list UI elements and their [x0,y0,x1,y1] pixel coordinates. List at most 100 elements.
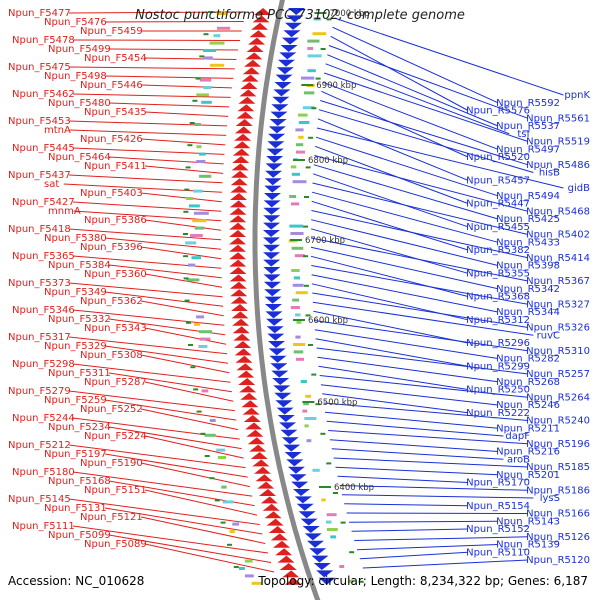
outer-tick [200,432,206,435]
reverse-callout-line [68,390,235,412]
feature-stripe [239,567,245,570]
forward-callout-line [320,100,529,166]
feature-stripe [216,448,226,452]
reverse-gene-label: Npun_F5454 [84,53,147,64]
reverse-gene-label: Npun_F5343 [84,323,147,334]
feature-stripe [245,574,254,578]
forward-gene-arrow [264,185,282,193]
forward-callout-line [318,365,469,390]
forward-gene-label: Npun_R5457 [466,175,530,186]
reverse-gene-arrow [229,222,247,230]
inner-tick [308,344,313,346]
forward-gene-arrow [270,363,288,371]
forward-gene-arrow [309,548,327,556]
feature-stripe [190,234,203,237]
reverse-gene-arrow [231,304,248,311]
feature-stripe [294,254,305,258]
forward-gene-arrow [298,511,316,519]
feature-stripe [326,520,332,524]
reverse-callout-line [72,201,222,212]
reverse-gene-label: Npun_F5373 [8,278,71,289]
map-title: Nostoc punctiforme PCC 73102, complete g… [135,8,465,23]
forward-gene-label: Npun_R5222 [466,408,530,419]
reverse-gene-label: Npun_F5477 [8,8,71,19]
forward-gene-arrow [266,326,284,334]
reverse-gene-label: Npun_F5462 [12,89,75,100]
reverse-gene-arrow [235,119,253,126]
feature-stripe [186,278,200,282]
reverse-gene-arrow [234,341,251,348]
reverse-gene-arrow [260,496,278,504]
inner-tick [340,521,346,524]
forward-callout-line [344,503,469,507]
forward-gene-arrow [282,37,299,45]
outer-tick [190,366,196,369]
reverse-gene-label: Npun_F5498 [44,71,107,82]
reverse-gene-arrow [229,215,247,223]
reverse-callout-line [104,291,224,307]
feature-stripe [201,389,209,393]
reverse-gene-label: Npun_F5121 [80,512,143,523]
forward-gene-arrow [274,392,292,400]
forward-gene-arrow [263,237,280,245]
reverse-gene-label: Npun_F5332 [48,314,111,325]
forward-gene-arrow [287,466,305,474]
reverse-callout-line [108,534,272,563]
feature-stripe [298,121,310,124]
reverse-callout-line [144,273,223,288]
outer-tick [208,11,214,13]
forward-gene-label: Npun_R5519 [526,137,590,148]
outer-tick [188,344,193,346]
feature-stripe [303,91,315,95]
forward-callout-line [311,265,529,305]
reverse-gene-arrow [229,244,246,252]
forward-gene-label: Npun_R5166 [526,509,590,520]
reverse-gene-arrow [229,230,246,237]
forward-gene-arrow [268,126,286,134]
feature-stripe [192,219,207,223]
forward-gene-label: Npun_R5382 [466,245,530,256]
reverse-gene-label: Npun_F5329 [44,341,107,352]
inner-tick [305,314,311,317]
reverse-gene-label: Npun_F5308 [80,350,143,361]
reverse-gene-arrow [282,570,300,578]
reverse-gene-arrow [244,59,261,67]
reverse-gene-label: Npun_F5396 [80,242,143,253]
reverse-gene-arrow [232,318,250,326]
feature-stripe [290,232,304,235]
feature-stripe [307,39,320,43]
feature-stripe [204,433,216,437]
forward-gene-arrow [274,82,292,89]
reverse-gene-arrow [253,466,271,474]
forward-callout-line [354,536,529,541]
reverse-gene-label: Npun_F5234 [48,422,111,433]
forward-gene-arrow [263,215,281,223]
forward-gene-arrow [267,141,285,149]
reverse-callout-line [104,399,237,421]
reverse-gene-label: Npun_F5386 [84,215,147,226]
inner-tick [308,136,314,139]
reverse-callout-line [140,516,266,544]
reverse-gene-label: Npun_F5212 [8,440,71,451]
feature-stripe [203,49,217,52]
feature-stripe [298,135,304,139]
reverse-gene-arrow [229,259,247,267]
reverse-gene-arrow [251,22,268,30]
forward-gene-arrow [284,452,302,459]
forward-gene-label: Npun_R5520 [466,152,530,163]
forward-gene-arrow [263,200,281,208]
feature-stripe [289,195,297,198]
reverse-callout-line [72,471,253,497]
forward-gene-label: Npun_R5312 [466,315,530,326]
reverse-callout-line [144,327,227,345]
feature-stripe [307,69,316,73]
reverse-gene-arrow [234,133,252,141]
feature-stripe [194,226,205,230]
outer-tick [183,255,189,258]
forward-callout-line [313,320,529,352]
feature-stripe [194,123,201,126]
forward-callout-line [346,512,529,514]
reverse-gene-arrow [237,370,255,378]
outer-tick [227,543,232,546]
